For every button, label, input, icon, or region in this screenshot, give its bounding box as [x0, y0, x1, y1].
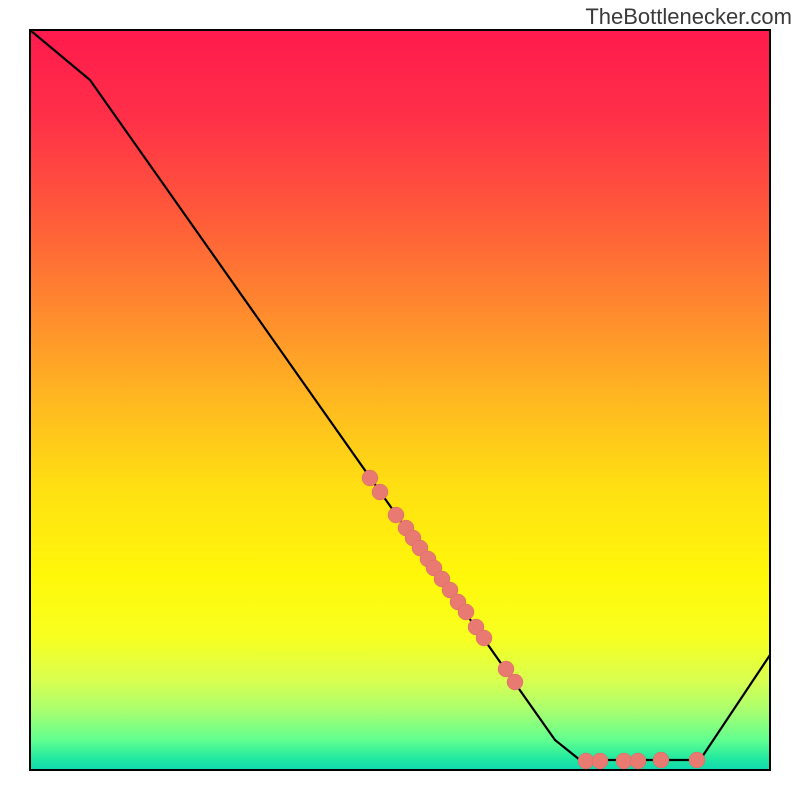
data-marker — [372, 484, 388, 500]
data-marker — [689, 752, 705, 768]
data-marker — [362, 470, 378, 486]
data-marker — [592, 753, 608, 769]
data-marker — [507, 674, 523, 690]
data-marker — [388, 507, 404, 523]
data-marker — [630, 753, 646, 769]
data-marker — [616, 753, 632, 769]
data-marker — [578, 753, 594, 769]
watermark-text: TheBottlenecker.com — [585, 4, 792, 30]
plot-background — [30, 30, 770, 770]
data-marker — [653, 752, 669, 768]
data-marker — [458, 604, 474, 620]
chart-container: TheBottlenecker.com — [0, 0, 800, 800]
chart-svg — [0, 0, 800, 800]
data-marker — [476, 630, 492, 646]
